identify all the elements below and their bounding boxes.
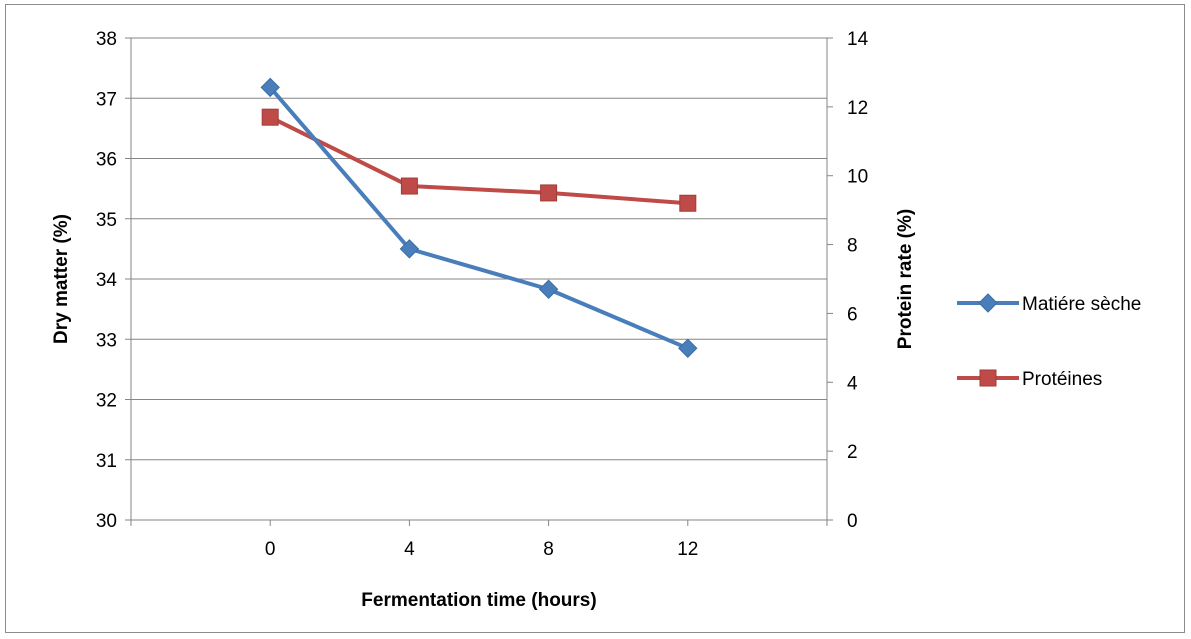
y-right-axis-title: Protein rate (%)	[895, 209, 916, 349]
data-point-diamond	[678, 338, 698, 358]
data-point-square	[400, 177, 418, 195]
y-left-tick-label: 32	[96, 391, 117, 412]
legend-marker-diamond	[978, 293, 998, 313]
data-point-diamond	[260, 77, 280, 98]
data-point-diamond	[538, 279, 559, 299]
series-proteins	[261, 108, 697, 212]
x-tick-label: 4	[404, 539, 415, 560]
y-right-tick-label: 10	[847, 167, 868, 188]
series-line	[268, 86, 689, 351]
gridlines	[131, 37, 827, 461]
chart-frame	[5, 4, 1185, 633]
y-left-tick-label: 37	[96, 89, 117, 110]
y-left-tick-label: 38	[96, 29, 117, 50]
x-tick-label: 0	[265, 539, 276, 560]
legend-item-proteins: Protéines	[957, 369, 1102, 390]
x-axis-title: Fermentation time (hours)	[361, 590, 596, 611]
legend-label-proteins: Protéines	[1022, 369, 1102, 390]
y-right-tick-label: 2	[847, 442, 858, 463]
y-right-tick-label: 8	[847, 236, 858, 257]
legend-diamond-icon	[978, 293, 998, 313]
data-point-square	[540, 184, 558, 202]
y-left-tick-label: 36	[96, 150, 117, 171]
x-tick-label: 12	[677, 539, 698, 560]
y-right-tick-label: 0	[847, 511, 858, 532]
data-point-diamond	[399, 239, 420, 259]
y-right-tick-label: 6	[847, 304, 858, 325]
plot-series	[260, 77, 698, 358]
y-left-axis-title: Dry matter (%)	[51, 214, 72, 344]
legend-marker-square	[979, 369, 997, 387]
series-dry-matter	[260, 77, 698, 358]
legend-label-dry-matter: Matiére sèche	[1022, 294, 1141, 315]
y-left-tick-label: 33	[96, 330, 117, 351]
legend-square-icon	[979, 369, 997, 387]
y-left-tick-label: 34	[96, 270, 118, 291]
y-right-tick-label: 14	[847, 29, 869, 50]
x-tick-label: 8	[543, 539, 554, 560]
y-left-tick-label: 35	[96, 210, 117, 231]
y-left-tick-label: 31	[96, 451, 117, 472]
axis-ticks: 30 31 32 33 34 35 36 37 38 0 2 4 6 8 10 12 14 0 4 8 12	[96, 29, 869, 560]
legend: Matiére sèche Protéines	[957, 293, 1141, 390]
y-right-tick-label: 4	[847, 373, 858, 394]
data-point-square	[261, 108, 279, 126]
data-point-square	[679, 194, 697, 212]
y-left-tick-label: 30	[96, 511, 117, 532]
legend-item-dry-matter: Matiére sèche	[957, 293, 1141, 315]
series-line	[269, 115, 688, 206]
y-right-tick-label: 12	[847, 98, 868, 119]
